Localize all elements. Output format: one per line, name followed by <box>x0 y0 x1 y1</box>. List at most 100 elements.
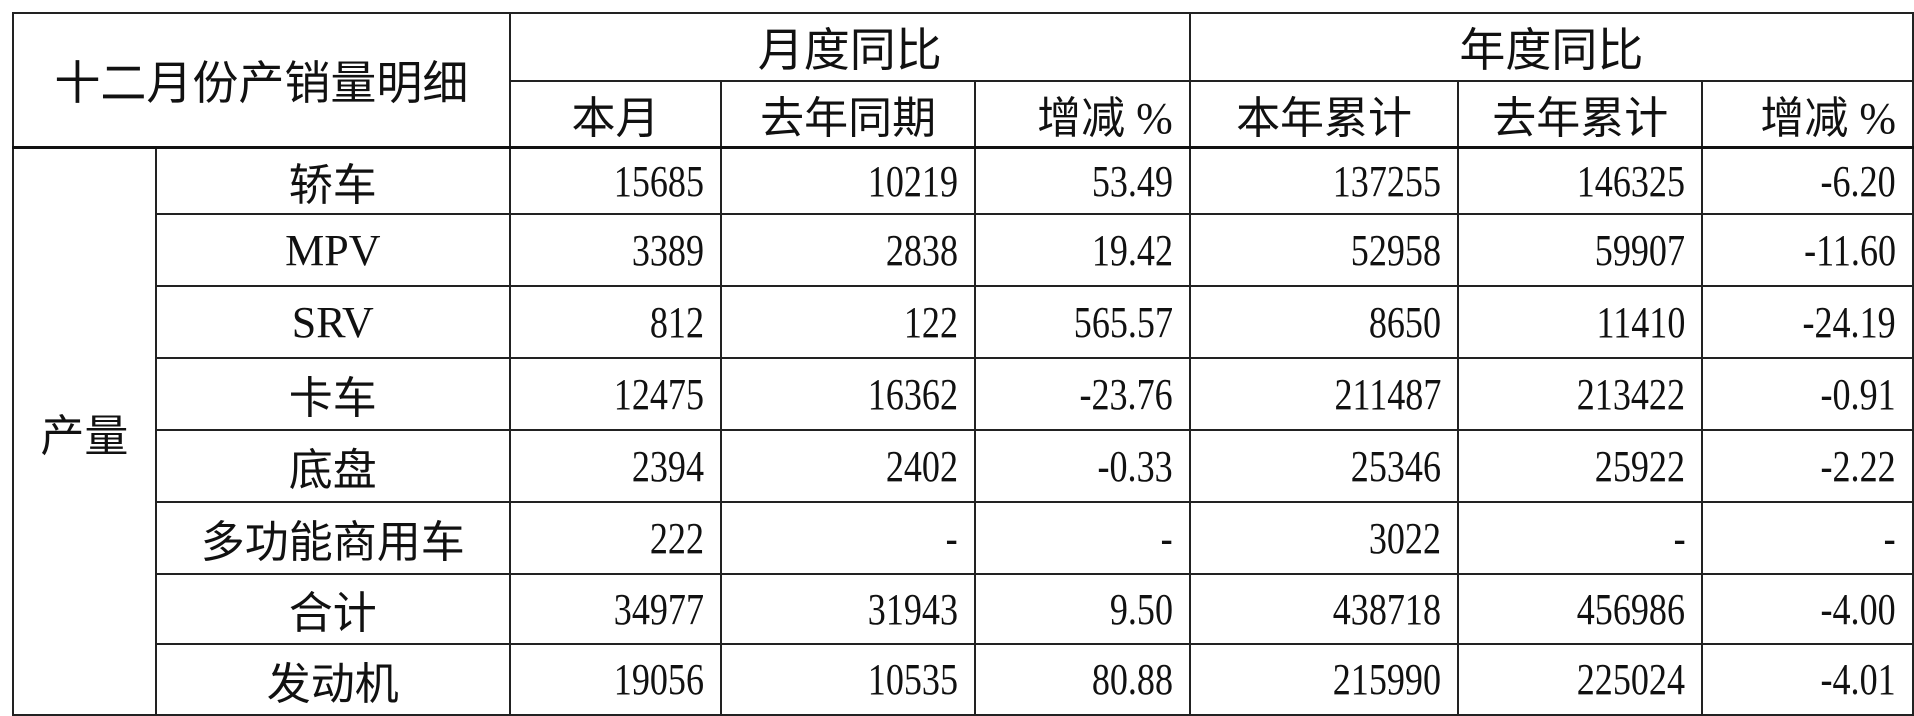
cell-value: -11.60 <box>1804 225 1896 275</box>
table-cell: 53.49 <box>974 146 1191 215</box>
cell-value: 11410 <box>1596 297 1686 347</box>
table-cell: 812 <box>508 285 723 359</box>
cell-value: -0.33 <box>1097 441 1173 491</box>
table-cell: 225024 <box>1457 643 1704 716</box>
row-label: MPV <box>154 213 511 287</box>
table-cell: 16362 <box>720 357 977 431</box>
table-cell: -11.60 <box>1701 213 1914 287</box>
section-label: 产量 <box>12 146 157 716</box>
table-cell: 2402 <box>720 429 977 503</box>
table-cell: -24.19 <box>1701 285 1914 359</box>
row-label: 多功能商用车 <box>154 501 511 575</box>
column-header: 本年累计 <box>1188 80 1460 149</box>
table-row: MPV 3389 2838 19.42 52958 59907 -11.60 <box>13 213 1914 287</box>
table-cell: 456986 <box>1457 573 1704 645</box>
cell-value: 8650 <box>1369 297 1442 347</box>
monthly-comparison-header: 月度同比 <box>508 12 1191 82</box>
cell-value: 225024 <box>1576 655 1686 704</box>
table-cell: 8650 <box>1188 285 1460 359</box>
table-cell: 12475 <box>508 357 723 431</box>
row-label: 轿车 <box>154 146 511 215</box>
cell-value: 3022 <box>1369 513 1442 563</box>
table-cell: -0.33 <box>974 429 1191 503</box>
table-cell: 19056 <box>508 643 723 716</box>
table-cell: 34977 <box>508 573 723 645</box>
cell-value: -4.01 <box>1820 655 1896 704</box>
cell-value: 438718 <box>1333 584 1442 634</box>
cell-value: - <box>1883 513 1896 563</box>
row-label: 合计 <box>154 573 511 645</box>
table-cell: -4.00 <box>1701 573 1914 645</box>
table-cell: 146325 <box>1457 146 1704 215</box>
cell-value: 211487 <box>1334 369 1442 419</box>
table-cell: - <box>974 501 1191 575</box>
cell-value: 31943 <box>867 584 959 634</box>
cell-value: 19.42 <box>1091 225 1173 275</box>
table-cell: 80.88 <box>974 643 1191 716</box>
table-cell: 2394 <box>508 429 723 503</box>
cell-value: - <box>1673 513 1686 563</box>
column-header: 去年累计 <box>1457 80 1704 149</box>
table-row: 多功能商用车 222 - - 3022 - - <box>13 501 1914 575</box>
table-cell: 3022 <box>1188 501 1460 575</box>
cell-value: -2.22 <box>1820 441 1896 491</box>
cell-value: 213422 <box>1576 369 1686 419</box>
cell-value: 19056 <box>614 655 705 704</box>
table-row: SRV 812 122 565.57 8650 11410 -24.19 <box>13 285 1914 359</box>
cell-value: 15685 <box>614 156 705 206</box>
cell-value: 53.49 <box>1091 156 1173 206</box>
cell-value: 222 <box>650 513 705 563</box>
cell-value: 3389 <box>632 225 705 275</box>
cell-value: 9.50 <box>1109 584 1173 634</box>
table-title: 十二月份产销量明细 <box>12 12 511 149</box>
table-cell: -4.01 <box>1701 643 1914 716</box>
production-sales-table: 十二月份产销量明细 月度同比 年度同比 本月 去年同期 增减 % 本年累计 去年… <box>12 12 1914 716</box>
cell-value: -24.19 <box>1802 297 1896 347</box>
cell-value: 12475 <box>614 369 705 419</box>
table-cell: 3389 <box>508 213 723 287</box>
cell-value: 25922 <box>1594 441 1686 491</box>
table-cell: 565.57 <box>974 285 1191 359</box>
table-cell: -0.91 <box>1701 357 1914 431</box>
table-cell: - <box>720 501 977 575</box>
cell-value: 52958 <box>1351 225 1442 275</box>
cell-value: 2402 <box>885 441 959 491</box>
table-cell: 11410 <box>1457 285 1704 359</box>
table-cell: 15685 <box>508 146 723 215</box>
table-cell: 222 <box>508 501 723 575</box>
cell-value: 2838 <box>885 225 959 275</box>
table-row: 底盘 2394 2402 -0.33 25346 25922 -2.22 <box>13 429 1914 503</box>
cell-value: 137255 <box>1333 156 1442 206</box>
table-row: 发动机 19056 10535 80.88 215990 225024 -4.01 <box>13 643 1914 716</box>
cell-value: 34977 <box>614 584 705 634</box>
table-cell: -23.76 <box>974 357 1191 431</box>
table-cell: 211487 <box>1188 357 1460 431</box>
cell-value: - <box>1160 513 1173 563</box>
table-cell: 59907 <box>1457 213 1704 287</box>
cell-value: 16362 <box>867 369 959 419</box>
table-cell: 25922 <box>1457 429 1704 503</box>
table-cell: 10219 <box>720 146 977 215</box>
table-cell: 2838 <box>720 213 977 287</box>
table-cell: 213422 <box>1457 357 1704 431</box>
cell-value: 59907 <box>1594 225 1686 275</box>
cell-value: 10535 <box>867 655 959 704</box>
table-row: 卡车 12475 16362 -23.76 211487 213422 -0.91 <box>13 357 1914 431</box>
column-header: 增减 % <box>1701 80 1914 149</box>
yearly-comparison-header: 年度同比 <box>1188 12 1914 82</box>
cell-value: -6.20 <box>1820 156 1896 206</box>
cell-value: -23.76 <box>1079 369 1173 419</box>
table-cell: 122 <box>720 285 977 359</box>
table-cell: -6.20 <box>1701 146 1914 215</box>
table-cell: 25346 <box>1188 429 1460 503</box>
cell-value: 215990 <box>1333 655 1442 704</box>
row-label: 底盘 <box>154 429 511 503</box>
table-cell: 9.50 <box>974 573 1191 645</box>
row-label: SRV <box>154 285 511 359</box>
row-label: 卡车 <box>154 357 511 431</box>
table-cell: 137255 <box>1188 146 1460 215</box>
table-cell: 52958 <box>1188 213 1460 287</box>
row-label: 发动机 <box>154 643 511 716</box>
column-header: 去年同期 <box>720 80 977 149</box>
table-cell: - <box>1701 501 1914 575</box>
